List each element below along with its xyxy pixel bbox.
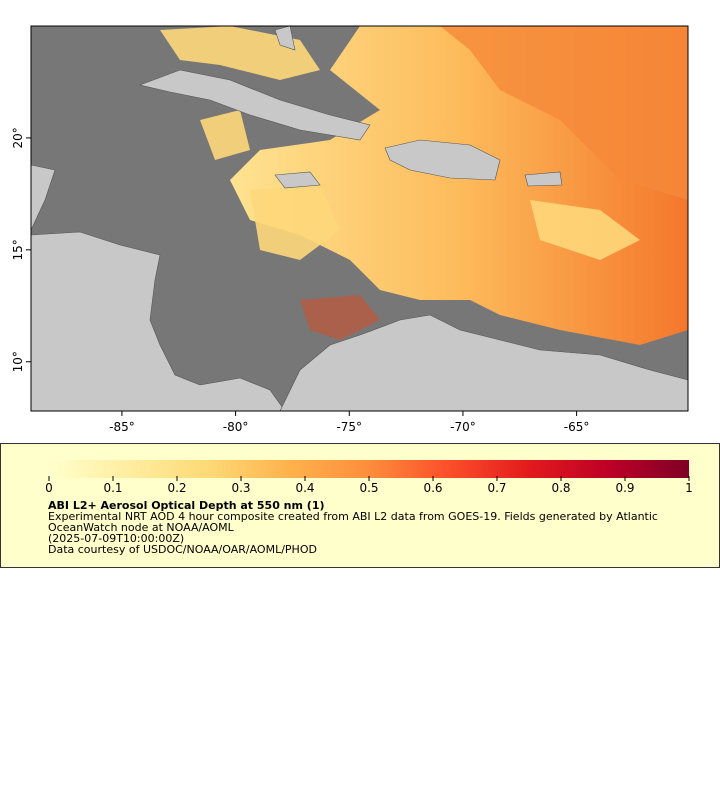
colorbar: 0 0.1 0.2 0.3 0.4 0.5 0.6 0.7 0.8 0.9 1 [45,460,693,495]
colorbar-tick-label: 0.4 [295,481,314,495]
x-tick-label: -75° [336,420,362,434]
colorbar-tick-label: 1 [685,481,693,495]
colorbar-tick-label: 0.7 [487,481,506,495]
colorbar-tick-label: 0.1 [103,481,122,495]
legend: 0 0.1 0.2 0.3 0.4 0.5 0.6 0.7 0.8 0.9 1 ABI L2+ Ae… [0,443,720,568]
colorbar-tick-label: 0 [45,481,53,495]
colorbar-ramp [49,460,689,478]
x-tick-label: -80° [223,420,249,434]
colorbar-tick-label: 0.6 [423,481,442,495]
legend-title: ABI L2+ Aerosol Optical Depth at 550 nm … [48,499,325,512]
y-tick-label: 20° [11,127,25,148]
map-frame [30,25,689,412]
colorbar-tick-label: 0.5 [359,481,378,495]
colorbar-tick-label: 0.8 [551,481,570,495]
y-tick-label: 10° [11,351,25,372]
map: -85° -80° -75° -70° -65° 10° 15° 20° [11,25,689,434]
map-area [31,26,688,411]
colorbar-tick-label: 0.9 [615,481,634,495]
aerosol-peak [300,295,380,340]
legend-time: (2025-07-09T10:00:00Z) [48,532,185,545]
land [31,26,688,411]
colorbar-tick-label: 0.2 [167,481,186,495]
legend-text: ABI L2+ Aerosol Optical Depth at 550 nm … [48,500,688,555]
colorbar-tick-label: 0.3 [231,481,250,495]
legend-description: Experimental NRT AOD 4 hour composite cr… [48,510,658,534]
y-tick-label: 15° [11,239,25,260]
aerosol-patches [160,26,640,260]
legend-credit: Data courtesy of USDOC/NOAA/OAR/AOML/PHO… [48,543,317,556]
x-tick-label: -70° [450,420,476,434]
x-tick-label: -65° [564,420,590,434]
x-tick-label: -85° [109,420,135,434]
aerosol-high [440,26,688,200]
